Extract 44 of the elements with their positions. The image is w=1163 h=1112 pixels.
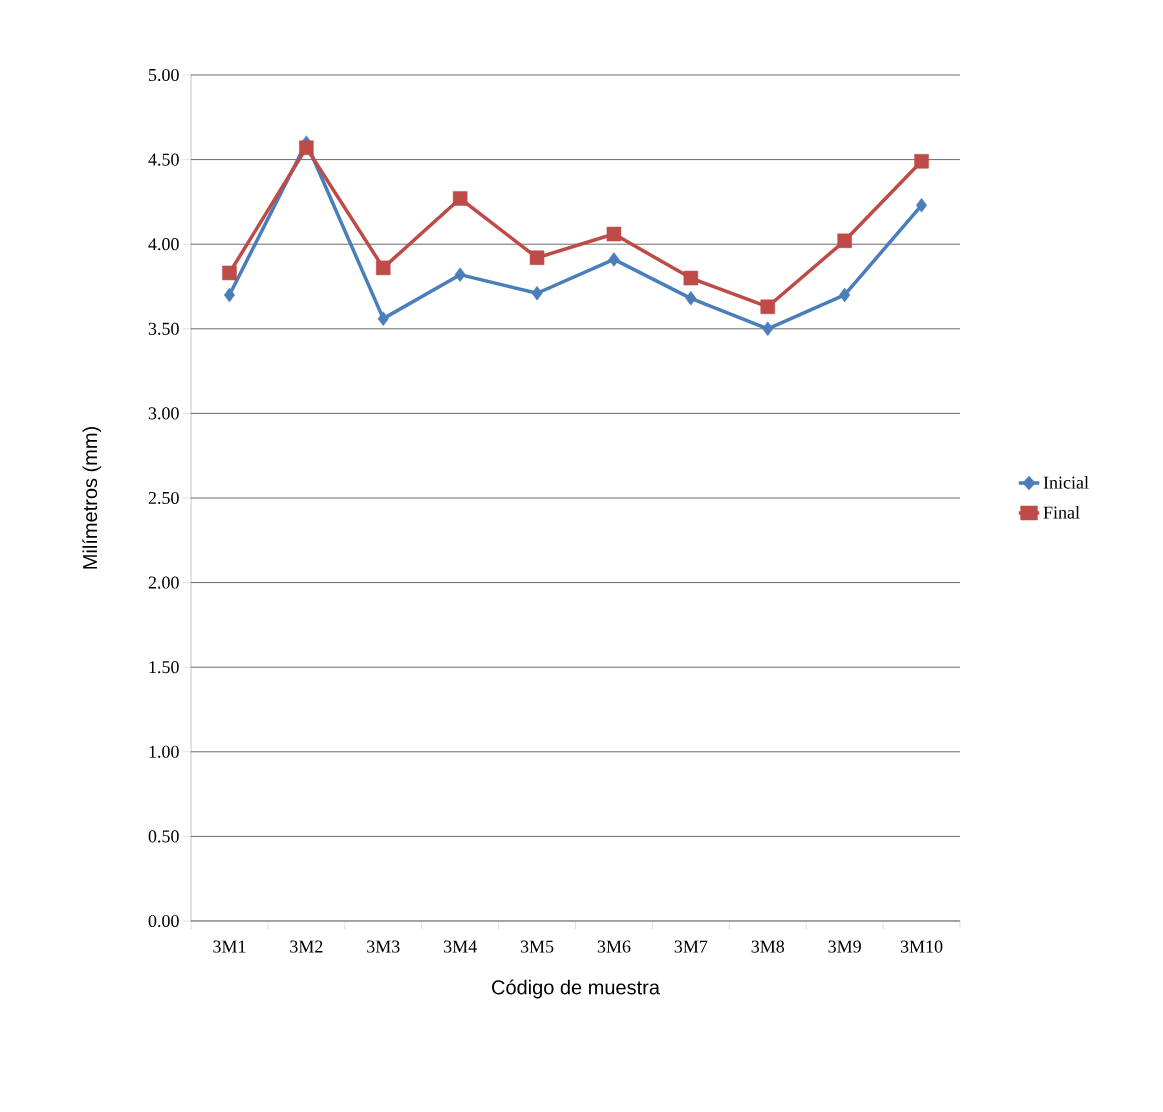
x-tick-label: 3M5 [520,940,554,953]
x-tick-label: 3M10 [900,940,943,953]
point [608,252,620,267]
point [685,291,697,306]
x-tick-label: 3M7 [674,940,708,953]
x-tick-label: 3M1 [213,940,246,953]
point [914,154,929,169]
x-tick-label: 3M9 [828,940,861,953]
x-tick-label: 3M3 [367,940,400,953]
y-axis-title: Milímetros (mm) [82,427,102,569]
point [299,140,314,155]
y-tick-label: 4.00 [148,238,179,251]
point [452,191,468,206]
point [223,287,235,303]
point [529,250,545,265]
point [377,311,389,326]
y-tick-label: 1.00 [149,745,179,758]
point [454,267,466,282]
point [837,233,852,249]
point [376,260,391,276]
point [606,226,622,242]
point [916,198,928,213]
point [762,321,774,337]
x-tick-label: 3M8 [751,940,785,953]
point [683,270,699,286]
y-tick-label: 0.00 [148,914,179,928]
x-axis-title: Código de muestra [492,979,660,999]
y-tick-label: 5.00 [149,68,179,82]
y-tick-label: 3.50 [148,322,179,335]
legend-label: Inicial [1043,475,1089,489]
y-tick-label: 3.00 [148,407,179,420]
y-tick-label: 2.50 [148,491,179,505]
y-tick-label: 2.00 [148,576,179,589]
y-tick-label: 4.50 [148,153,179,166]
point [531,286,543,301]
x-tick-label: 3M6 [597,940,631,953]
x-tick-label: 3M2 [290,940,323,953]
legend-label: Final [1043,505,1080,519]
point [222,265,237,281]
x-tick-label: 3M4 [444,940,477,953]
y-tick-label: 0.50 [148,830,179,843]
point [839,287,851,303]
point [760,299,775,315]
y-tick-label: 1.50 [149,661,179,674]
